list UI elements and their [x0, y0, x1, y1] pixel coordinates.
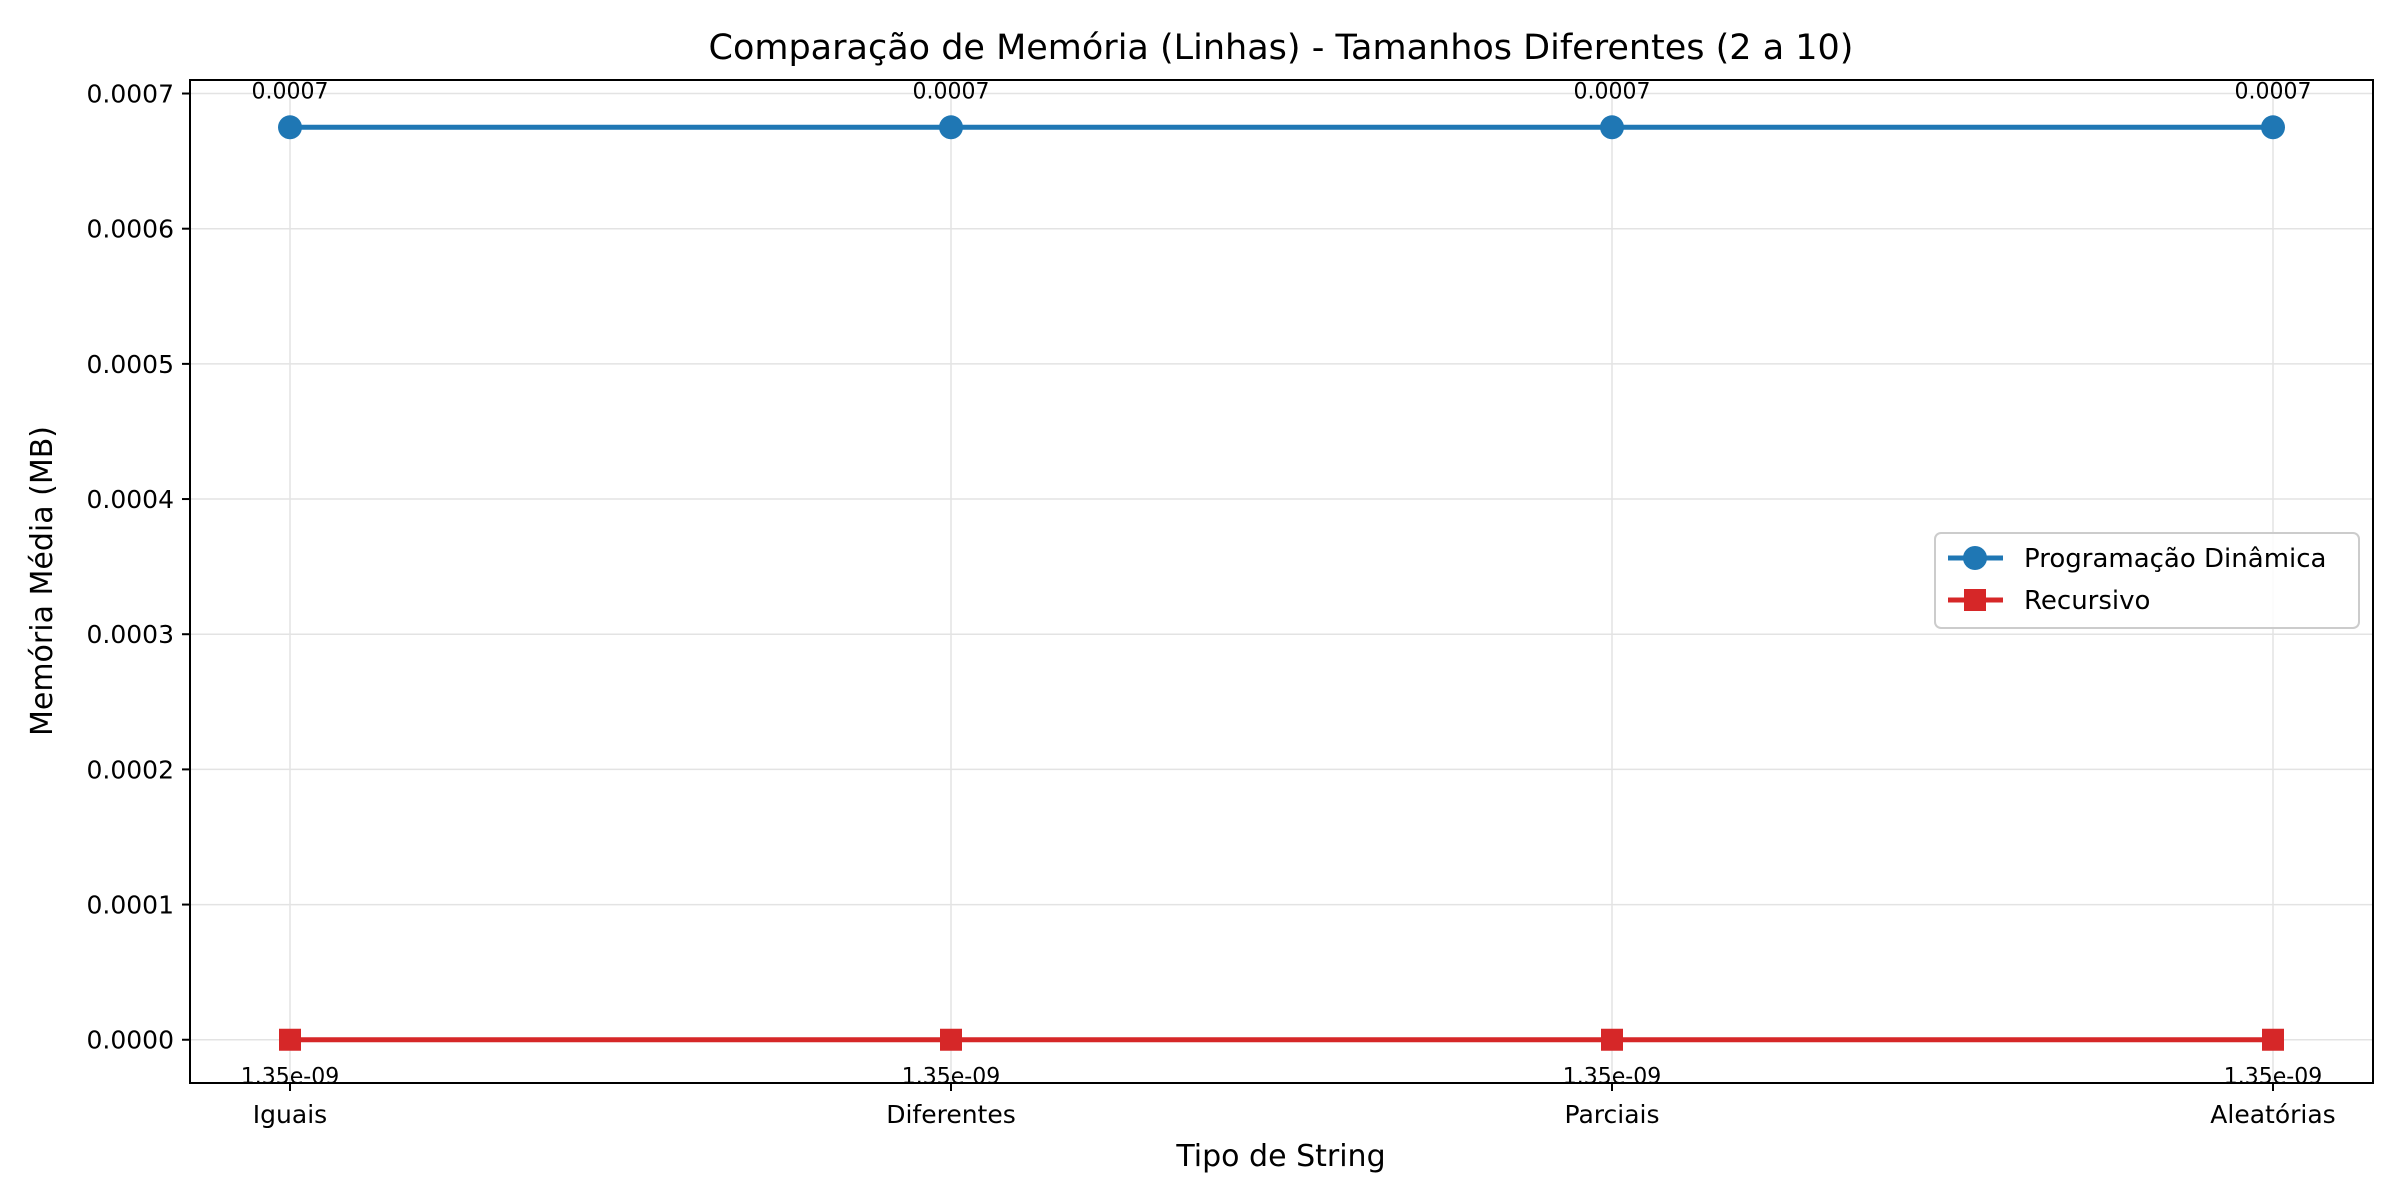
y-tick-label: 0.0005 [87, 350, 174, 379]
data-point [278, 115, 302, 140]
data-label: 1.35e-09 [2224, 1065, 2322, 1090]
y-tick-label: 0.0003 [87, 620, 174, 649]
data-label: 0.0007 [1574, 79, 1651, 104]
data-label: 0.0007 [913, 79, 990, 104]
x-tick-label-aleatórias: Aleatórias [2210, 1100, 2335, 1129]
legend-entry-0: Programação Dinâmica [1948, 544, 2326, 574]
data-label: 1.35e-09 [241, 1065, 339, 1090]
plot-frame [189, 79, 2374, 1084]
y-tick-label: 0.0002 [87, 755, 174, 784]
x-tick-label-iguais: Iguais [253, 1100, 327, 1129]
y-tick-label: 0.0006 [87, 215, 174, 244]
x-axis-label: Tipo de String [1175, 1139, 1385, 1174]
data-label: 1.35e-09 [902, 1065, 1000, 1090]
y-tick-label: 0.0001 [87, 891, 174, 920]
axis-ticks: Iguais Diferentes Parciais Aleatórias 0.0000… [87, 80, 2336, 1129]
legend-box [1934, 532, 2360, 629]
data-point [1601, 1028, 1623, 1051]
legend-label: Programação Dinâmica [2024, 544, 2326, 574]
series-0: 0.0007 0.0007 0.0007 0.0007 [252, 79, 2312, 140]
x-tick-label-parciais: Parciais [1565, 1100, 1660, 1129]
series-1: 1.35e-09 1.35e-09 1.35e-09 1.35e-09 [241, 1028, 2322, 1090]
legend: Programação Dinâmica Recursivo [1934, 532, 2360, 629]
data-point [1600, 115, 1624, 140]
y-axis-label: Memória Média (MB) [25, 426, 60, 736]
y-tick-label: 0.0004 [87, 485, 174, 514]
x-tick-label-diferentes: Diferentes [886, 1100, 1016, 1129]
data-point [939, 115, 963, 140]
data-label: 0.0007 [252, 79, 329, 104]
legend-marker [1963, 546, 1987, 570]
legend-entry-1: Recursivo [1948, 586, 2150, 616]
chart-title: Comparação de Memória (Linhas) - Tamanho… [709, 28, 1854, 68]
data-point [2261, 115, 2285, 140]
data-point [2262, 1028, 2284, 1051]
data-label: 1.35e-09 [1563, 1065, 1661, 1090]
y-tick-label: 0.0007 [87, 80, 174, 109]
legend-marker [1964, 589, 1986, 611]
data-point [279, 1028, 301, 1051]
legend-label: Recursivo [2024, 586, 2150, 616]
y-tick-label: 0.0000 [87, 1026, 174, 1055]
data-point [940, 1028, 962, 1051]
data-label: 0.0007 [2235, 79, 2312, 104]
